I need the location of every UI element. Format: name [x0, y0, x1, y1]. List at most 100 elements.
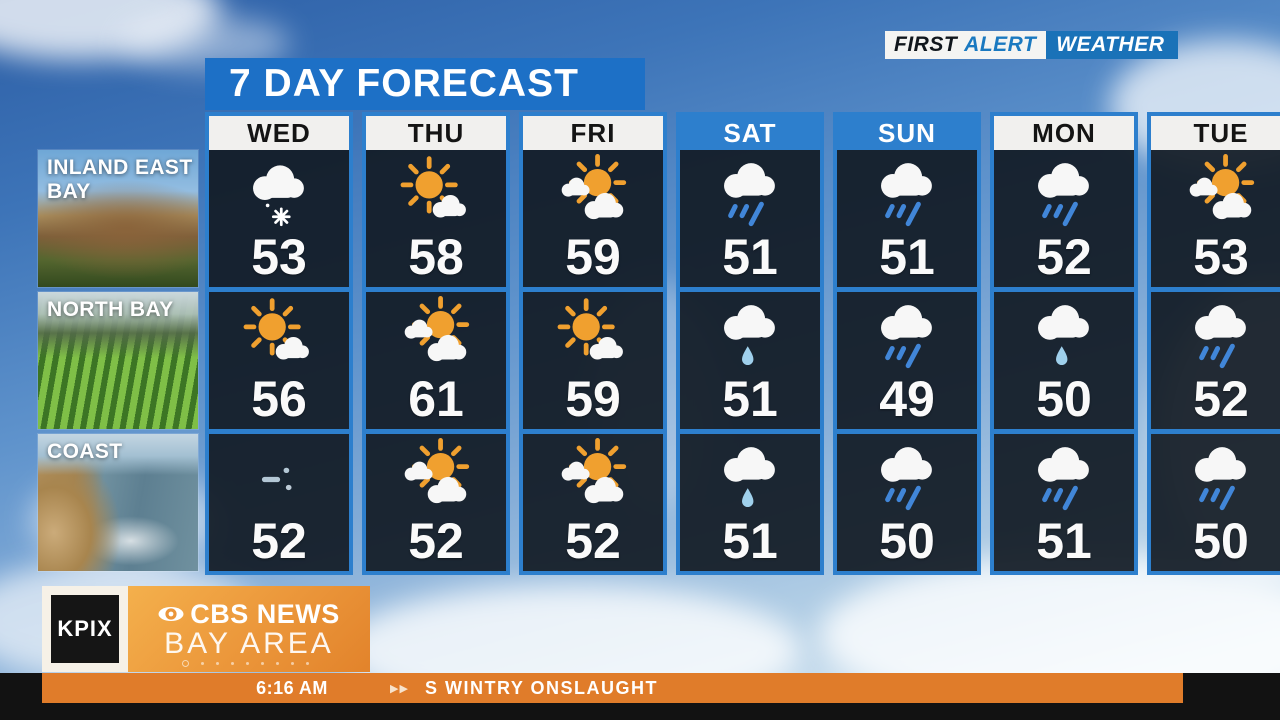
- page-title: 7 DAY FORECAST: [205, 58, 645, 110]
- day-column-thu: THU 58 61 52: [362, 112, 510, 575]
- region-card-coast: COAST: [38, 434, 198, 571]
- station-logo: KPIX CBS NEWS BAY AREA: [42, 586, 370, 672]
- forecast-cell-fri-coast: 52: [523, 434, 663, 571]
- rain-icon: [1173, 296, 1269, 376]
- drizzle-icon: [702, 296, 798, 376]
- network-name: CBS NEWS: [190, 598, 340, 629]
- temperature-value: 61: [408, 371, 464, 427]
- forecast-cell-sun-coast: 50: [837, 434, 977, 571]
- cbs-news-bay-area-logo: CBS NEWS BAY AREA: [128, 586, 370, 672]
- logo-dot: [291, 662, 294, 665]
- logo-ring-dot: [182, 660, 189, 667]
- rain-icon: [859, 296, 955, 376]
- temperature-value: 49: [879, 371, 935, 427]
- cell-separator: [837, 429, 977, 434]
- forecast-cell-sun-inland-east-bay: 51: [837, 150, 977, 287]
- forecast-cell-wed-north-bay: 56: [209, 292, 349, 429]
- temperature-value: 58: [408, 229, 464, 285]
- cell-separator: [994, 287, 1134, 292]
- forecast-cell-mon-coast: 51: [994, 434, 1134, 571]
- mostly-sunny-icon: [388, 154, 484, 234]
- cell-separator: [523, 429, 663, 434]
- cell-separator: [837, 287, 977, 292]
- temperature-value: 50: [879, 513, 935, 569]
- day-header-sat: SAT: [680, 116, 820, 150]
- rain-icon: [859, 438, 955, 518]
- temperature-value: 51: [722, 229, 778, 285]
- temperature-value: 51: [722, 513, 778, 569]
- rain-icon: [1016, 438, 1112, 518]
- region-label: COAST: [47, 440, 123, 463]
- day-column-wed: WED 53 56 52: [205, 112, 353, 575]
- forecast-cell-fri-north-bay: 59: [523, 292, 663, 429]
- day-column-tue: TUE 53 52 50: [1147, 112, 1280, 575]
- forecast-cell-tue-north-bay: 52: [1151, 292, 1280, 429]
- partly-cloudy-icon: [545, 154, 641, 234]
- cbs-eye-icon: [158, 601, 184, 627]
- logo-dot: [276, 662, 279, 665]
- day-header-tue: TUE: [1151, 116, 1280, 150]
- day-header-fri: FRI: [523, 116, 663, 150]
- cell-separator: [680, 287, 820, 292]
- temperature-value: 50: [1193, 513, 1249, 569]
- day-header-sun: SUN: [837, 116, 977, 150]
- brand-first: FIRST: [894, 33, 958, 56]
- temperature-value: 50: [1036, 371, 1092, 427]
- temperature-value: 56: [251, 371, 307, 427]
- forecast-cell-thu-coast: 52: [366, 434, 506, 571]
- forecast-cell-sat-inland-east-bay: 51: [680, 150, 820, 287]
- day-column-fri: FRI 59 59 52: [519, 112, 667, 575]
- rain-icon: [1173, 438, 1269, 518]
- news-ticker: 6:16 AM ▶▶ S WINTRY ONSLAUGHT: [42, 673, 1183, 703]
- temperature-value: 51: [722, 371, 778, 427]
- forecast-cell-thu-inland-east-bay: 58: [366, 150, 506, 287]
- forecast-cell-sun-north-bay: 49: [837, 292, 977, 429]
- day-column-mon: MON 52 50 51: [990, 112, 1138, 575]
- rain-icon: [1016, 154, 1112, 234]
- forecast-grid: WED 53 56 52 THU 58 61: [205, 112, 1280, 575]
- forecast-cell-sat-north-bay: 51: [680, 292, 820, 429]
- cell-separator: [1151, 429, 1280, 434]
- logo-dot: [306, 662, 309, 665]
- forecast-cell-tue-inland-east-bay: 53: [1151, 150, 1280, 287]
- forecast-cell-wed-inland-east-bay: 53: [209, 150, 349, 287]
- drizzle-icon: [702, 438, 798, 518]
- forecast-cell-mon-inland-east-bay: 52: [994, 150, 1134, 287]
- temperature-value: 53: [1193, 229, 1249, 285]
- cell-separator: [994, 429, 1134, 434]
- temperature-value: 52: [565, 513, 621, 569]
- cell-separator: [680, 429, 820, 434]
- cell-separator: [366, 429, 506, 434]
- logo-dot: [231, 662, 234, 665]
- forecast-cell-tue-coast: 50: [1151, 434, 1280, 571]
- mostly-sunny-icon: [545, 296, 641, 376]
- temperature-value: 51: [1036, 513, 1092, 569]
- partly-cloudy-icon: [545, 438, 641, 518]
- day-column-sun: SUN 51 49 50: [833, 112, 981, 575]
- temperature-value: 59: [565, 371, 621, 427]
- region-label: NORTH BAY: [47, 298, 174, 321]
- cell-separator: [523, 287, 663, 292]
- cell-separator: [209, 429, 349, 434]
- day-header-wed: WED: [209, 116, 349, 150]
- forecast-cell-wed-coast: 52: [209, 434, 349, 571]
- logo-dot: [261, 662, 264, 665]
- day-header-thu: THU: [366, 116, 506, 150]
- snow-shower-icon: [231, 154, 327, 234]
- cell-separator: [1151, 287, 1280, 292]
- temperature-value: 52: [408, 513, 464, 569]
- ticker-arrows-icon: ▶▶: [390, 682, 409, 695]
- forecast-cell-thu-north-bay: 61: [366, 292, 506, 429]
- region-card-north-bay: NORTH BAY: [38, 292, 198, 429]
- first-alert-weather-logo: FIRST ALERT WEATHER: [885, 31, 1179, 59]
- kpix-call-sign: KPIX: [51, 595, 119, 663]
- ticker-headline: S WINTRY ONSLAUGHT: [425, 677, 658, 698]
- logo-dot: [201, 662, 204, 665]
- kpix-logo-frame: KPIX: [42, 586, 128, 672]
- clock-time: 6:16 AM: [256, 677, 328, 698]
- temperature-value: 52: [1193, 371, 1249, 427]
- temperature-value: 53: [251, 229, 307, 285]
- temperature-value: 59: [565, 229, 621, 285]
- rain-icon: [859, 154, 955, 234]
